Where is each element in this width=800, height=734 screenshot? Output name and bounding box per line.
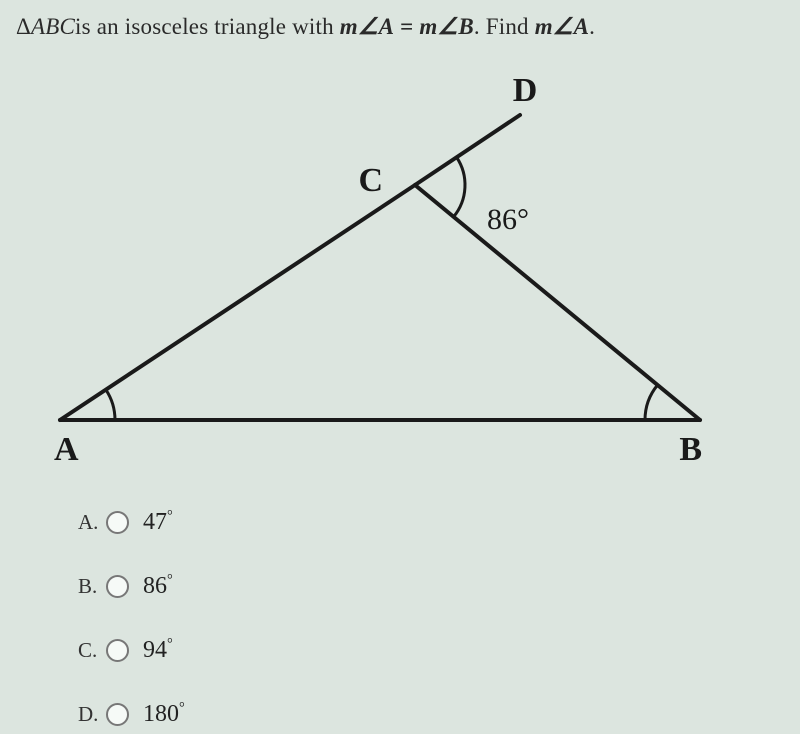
svg-text:A: A — [54, 431, 79, 468]
eq-right: m∠B — [419, 14, 473, 39]
delta: Δ — [16, 14, 31, 39]
q-mid1: is an isosceles triangle with — [75, 14, 340, 39]
triangle-name: ABC — [31, 14, 75, 39]
option-d[interactable]: D. 180° — [78, 700, 784, 728]
option-letter: B. — [78, 574, 106, 599]
option-letter: A. — [78, 510, 106, 535]
diagram-svg: A B C D 86° — [16, 40, 784, 480]
svg-text:B: B — [679, 431, 702, 468]
option-value: 47° — [143, 508, 173, 536]
svg-text:86°: 86° — [487, 203, 529, 236]
radio-icon[interactable] — [106, 703, 129, 726]
radio-icon[interactable] — [106, 639, 129, 662]
svg-text:D: D — [513, 72, 538, 109]
triangle-diagram: A B C D 86° — [16, 40, 784, 480]
answer-options: A. 47° B. 86° C. 94° D. 180° — [78, 508, 784, 728]
option-letter: D. — [78, 702, 106, 727]
eq-left: m∠A — [340, 14, 394, 39]
option-value: 180° — [143, 700, 185, 728]
eq-sign: = — [394, 14, 419, 39]
q-end: . — [589, 14, 595, 39]
radio-icon[interactable] — [106, 575, 129, 598]
option-value: 86° — [143, 572, 173, 600]
radio-icon[interactable] — [106, 511, 129, 534]
find: m∠A — [535, 14, 589, 39]
svg-text:C: C — [358, 162, 383, 199]
option-value: 94° — [143, 636, 173, 664]
option-a[interactable]: A. 47° — [78, 508, 784, 536]
option-letter: C. — [78, 638, 106, 663]
q-mid2: . Find — [474, 14, 535, 39]
option-c[interactable]: C. 94° — [78, 636, 784, 664]
option-b[interactable]: B. 86° — [78, 572, 784, 600]
question-text: ΔABCis an isosceles triangle with m∠A = … — [16, 14, 784, 40]
